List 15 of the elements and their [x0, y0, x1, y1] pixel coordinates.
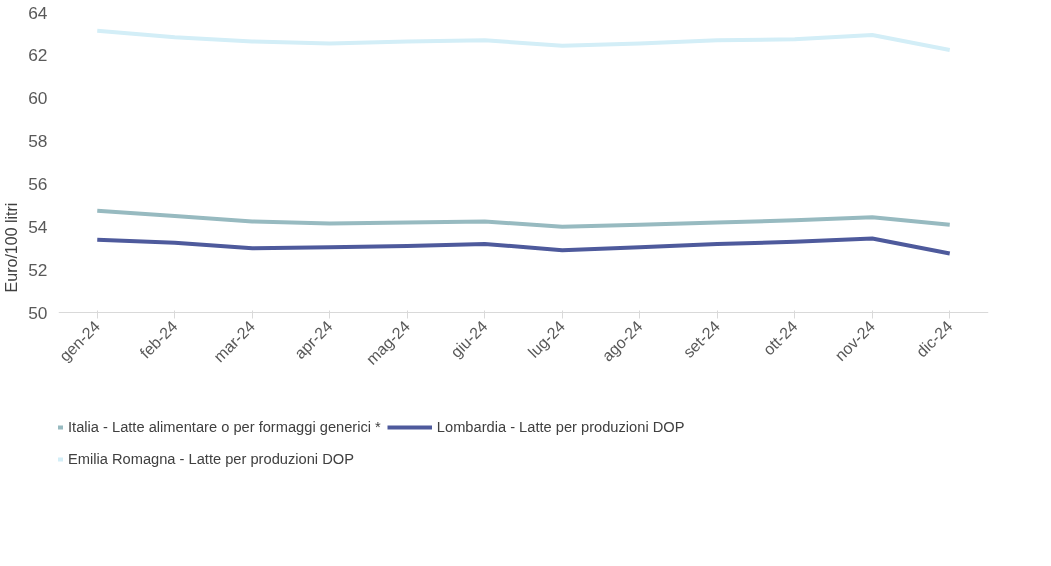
- line-series: [95, 236, 952, 256]
- legend-label: Emilia Romagna - Latte per produzioni DOP: [68, 451, 354, 467]
- line-series: [95, 208, 952, 229]
- y-tick-label: 60: [28, 88, 48, 109]
- y-tick-label: 50: [28, 302, 48, 323]
- y-tick-label: 58: [28, 131, 48, 152]
- y-tick-label: 62: [28, 45, 48, 66]
- legend-label: Italia - Latte alimentare o per formaggi generici *: [68, 419, 381, 435]
- legend-label: Lombardia - Latte per produzioni DOP: [436, 419, 685, 435]
- y-tick-label: 64: [28, 2, 48, 23]
- line-series: [95, 28, 952, 52]
- y-axis-title: Euro/100 litri: [3, 202, 21, 293]
- y-tick-label: 54: [28, 216, 48, 237]
- y-tick-label: 52: [28, 259, 48, 280]
- y-tick-label: 56: [28, 173, 48, 194]
